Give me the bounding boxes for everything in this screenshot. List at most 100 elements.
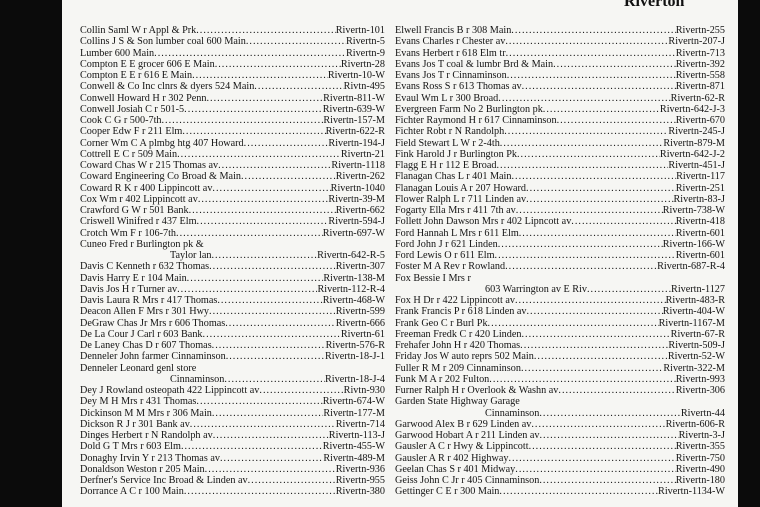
listing-line: Fox H Dr r 422 Lippincott av Rivertn-483-… [395, 295, 725, 306]
listing-line: Evans Ross S r 613 Thomas av Rivertn-871 [395, 81, 725, 92]
listing-line: Gausler A R r 402 Highway Rivertn-750 [395, 453, 725, 464]
listing-line: Dinges Herbert r N Randolph av Rivertn-11… [80, 430, 385, 441]
phone-number: Rivertn-642-R-5 [317, 250, 385, 261]
phone-number: Rivertn-936 [335, 463, 385, 475]
listing-name: Taylor lan [170, 250, 212, 261]
listing-line: Frank Francis P r 618 Linden av Rivertn-4… [395, 306, 725, 317]
dot-leader [505, 261, 657, 272]
phone-number: Rivtn-930 [343, 385, 385, 396]
phone-number: Rivertn-44 [680, 407, 725, 419]
dot-leader [212, 408, 323, 419]
dot-leader [495, 250, 676, 261]
listing-line: De La Cour J Carl r 603 Bank Rivertn-61 [80, 329, 385, 340]
listing-name: Elwell Francis B r 308 Main [395, 25, 512, 36]
dot-leader [499, 486, 658, 497]
listing-name: Fichter Robt r N Randolph [395, 126, 505, 138]
listing-name: Dinges Herbert r N Randolph av [80, 430, 213, 441]
dot-leader [189, 205, 336, 216]
dot-leader [154, 48, 346, 59]
listing-line: Flanagan Louis A r 207 Howard Rivertn-251 [395, 183, 725, 194]
listing-line: Friday Jos W auto reprs 502 Main Rivertn-… [395, 351, 725, 362]
listing-name: Fox H Dr r 422 Lippincott av [395, 295, 515, 306]
dot-leader [539, 430, 678, 441]
dot-leader [203, 329, 341, 340]
phone-number: Rivertn-380 [335, 486, 385, 498]
dot-leader [557, 115, 676, 126]
phone-number: Rivertn-18-J-1 [325, 351, 385, 363]
listing-name: Fink Harold J r Burlington Pk [395, 148, 517, 160]
dot-leader [587, 284, 671, 295]
dot-leader [539, 475, 675, 486]
dot-leader [522, 81, 676, 92]
listing-line: Coward Engineering Co Broad & Main Rivert… [80, 171, 385, 182]
listing-line: Lumber 600 Main Rivertn-9 [80, 48, 385, 59]
listing-name: Dey J Rowland osteopath 422 Lippincott a… [80, 385, 260, 396]
listing-name: Frehafer John H r 420 Thomas [395, 340, 521, 351]
phone-number: Rivertn-642-J-3 [659, 103, 725, 115]
phone-number: Rivertn-455-W [322, 441, 385, 453]
phone-number: Rivertn-662 [335, 205, 385, 216]
listing-name: Compton E E grocer 606 E Main [80, 58, 215, 70]
dot-leader [212, 340, 326, 351]
listing-name: Dorrance A C r 100 Main [80, 486, 184, 498]
dot-leader [543, 104, 660, 115]
listing-line: Dickson R J r 301 Bank av Rivertn-714 [80, 419, 385, 430]
listing-line: Funk M A r 202 Fulton Rivertn-993 [395, 374, 725, 385]
listing-line: Gettinger C E r 300 Main Rivertn-1134-W [395, 486, 725, 497]
phone-number: Rivertn-157-M [323, 115, 385, 126]
listing-name: Crawford G W r 501 Bank [80, 205, 189, 216]
phone-number: Rivertn-1127 [671, 283, 725, 295]
listing-name: Fuller R M r 209 Cinnaminson [395, 362, 521, 374]
phone-number: Rivertn-39-M [328, 193, 385, 205]
phone-number: Rivertn-255 [675, 25, 725, 36]
phone-number: Rivertn-871 [675, 81, 725, 93]
listing-line: Compton E E grocer 606 E Main Rivertn-28 [80, 59, 385, 70]
listing-name: Fox Bessie I Mrs r [395, 272, 471, 284]
dot-leader [505, 36, 668, 47]
listing-line: DeGraw Chas Jr Mrs r 606 Thomas Rivertn-6… [80, 318, 385, 329]
phone-number: Rivertn-392 [675, 58, 725, 70]
phone-number: Rivertn-601 [675, 227, 725, 239]
dot-leader [521, 363, 663, 374]
dot-leader [218, 160, 331, 171]
listing-line: Evergreen Farm No 2 Burlington pk Rivertn… [395, 104, 725, 115]
dot-leader [184, 104, 323, 115]
phone-number: Rivertn-9 [345, 47, 385, 59]
listing-line: Coward Chas W r 215 Thomas av Rivertn-111… [80, 160, 385, 171]
listing-name: Follett John Dawson Mrs r 402 Lipncott a… [395, 216, 572, 228]
listing-line: Fuller R M r 209 Cinnaminson Rivertn-322-… [395, 363, 725, 374]
listing-name: Evans Jos T coal & lumbr Brd & Main [395, 58, 554, 70]
listing-line: Compton E E r 616 E Main Rivertn-10-W [80, 70, 385, 81]
listing-name: Garwood Alex B r 629 Linden av [395, 418, 532, 430]
listing-line: Donaghy Irvin Y r 213 Thomas av Rivertn-4… [80, 453, 385, 464]
listing-line: Cooper Edw F r 211 Elm Rivertn-622-R [80, 126, 385, 137]
dot-leader [511, 171, 676, 182]
listing-name: Coward R K r 400 Lippincott av [80, 182, 213, 194]
dot-leader [196, 25, 336, 36]
listing-name: Geelan Chas S r 401 Midway [395, 463, 516, 475]
listing-name: 603 Warrington av E Riv [485, 283, 587, 295]
dot-leader [508, 453, 675, 464]
phone-number: Rivertn-451-J [668, 160, 725, 171]
listing-line: Davis Harry E r 104 Main Rivertn-138-M [80, 273, 385, 284]
listing-name: Derfner's Service Inc Broad & Linden av [80, 475, 248, 486]
listing-name: Gausler A C r Hwy & Lippincott [395, 441, 529, 453]
phone-number: Rivertn-245-J [668, 126, 725, 138]
dot-leader [176, 228, 323, 239]
listing-name: Cook C G r 500-7th [80, 115, 162, 126]
dot-leader [184, 486, 336, 497]
dot-leader [212, 183, 330, 194]
listing-line: Garden State Highway Garage [395, 396, 725, 407]
phone-number: Rivertn-322-M [663, 362, 725, 374]
listing-name: Collins J S & Son lumber coal 600 Main [80, 36, 246, 48]
dot-leader [220, 453, 323, 464]
dot-leader [506, 48, 676, 59]
listing-line: Frehafer John H r 420 Thomas Rivertn-509-… [395, 340, 725, 351]
phone-number: Rivertn-5 [345, 36, 385, 48]
dot-leader [526, 183, 676, 194]
listing-name: Cottrell E C r 509 Main [80, 148, 178, 160]
phone-number: Rivertn-262 [335, 171, 385, 183]
listing-name: Davis Laura R Mrs r 417 Thomas [80, 295, 218, 306]
phone-number: Rivertn-738-W [662, 205, 725, 216]
